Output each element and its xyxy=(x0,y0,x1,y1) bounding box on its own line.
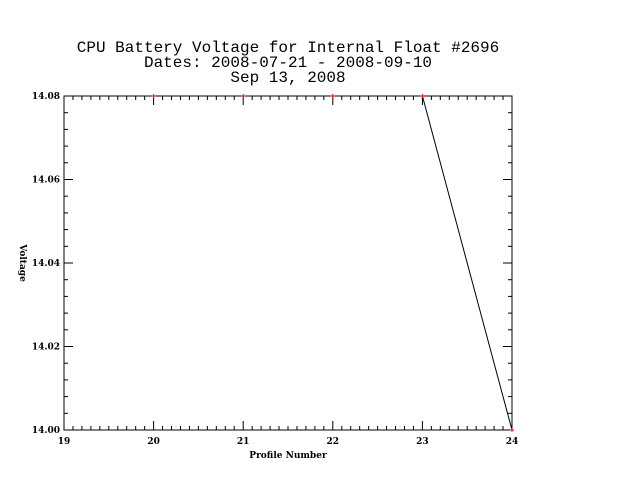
x-tick-label: 22 xyxy=(327,437,340,447)
series-line xyxy=(153,95,513,431)
plot-area-frame xyxy=(63,95,513,431)
y-tick-label: 14.00 xyxy=(32,426,60,436)
chart-title: CPU Battery Voltage for Internal Float #… xyxy=(77,39,499,87)
y-tick-label: 14.04 xyxy=(32,259,60,269)
y-tick-label: 14.08 xyxy=(32,92,60,102)
y-tick-label: 14.02 xyxy=(32,343,60,353)
title-line-1: CPU Battery Voltage for Internal Float #… xyxy=(77,39,499,57)
x-tick-label: 21 xyxy=(237,437,250,447)
x-tick-label: 20 xyxy=(147,437,160,447)
y-axis-tick-labels: 14.00 14.02 14.04 14.06 14.08 xyxy=(32,92,60,436)
data-series xyxy=(151,94,514,432)
title-line-3: Sep 13, 2008 xyxy=(230,69,345,87)
axis-ticks xyxy=(63,95,513,431)
y-axis-label: Voltage xyxy=(17,243,27,282)
x-tick-label: 23 xyxy=(416,437,429,447)
x-axis-tick-labels: 19 20 21 22 23 24 xyxy=(58,437,519,447)
title-line-2: Dates: 2008-07-21 - 2008-09-10 xyxy=(144,54,432,72)
y-tick-label: 14.06 xyxy=(32,176,60,186)
x-tick-label: 24 xyxy=(506,437,519,447)
x-tick-label: 19 xyxy=(58,437,71,447)
x-axis-label: Profile Number xyxy=(249,451,327,461)
